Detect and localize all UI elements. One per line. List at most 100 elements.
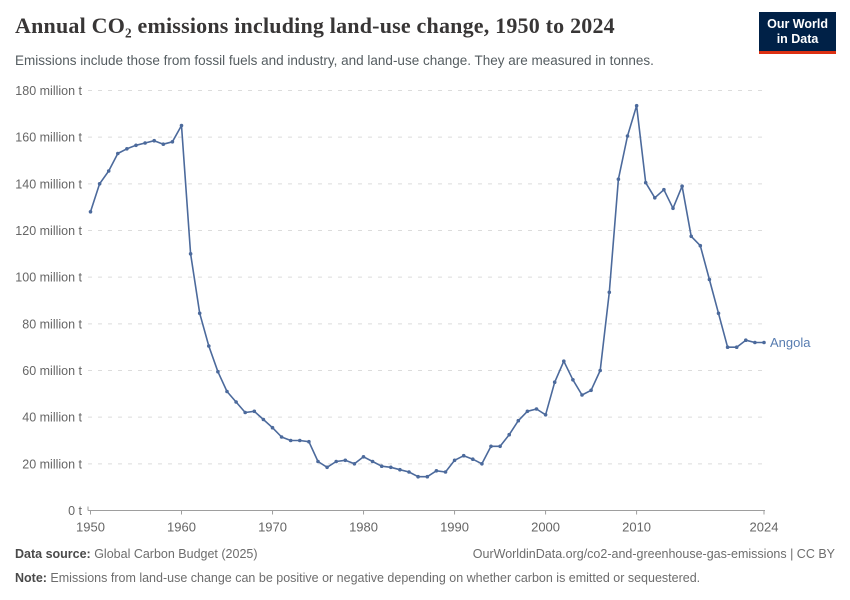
data-source-value: Global Carbon Budget (2025) [90, 547, 258, 561]
y-tick-label: 20 million t [22, 457, 82, 471]
data-point[interactable] [379, 464, 384, 469]
data-point[interactable] [188, 252, 193, 256]
x-tick-label: 2024 [750, 520, 779, 535]
data-point[interactable] [288, 438, 293, 443]
y-tick-label: 60 million t [22, 364, 82, 378]
data-point[interactable] [552, 380, 557, 385]
data-point[interactable] [234, 400, 238, 404]
series-label-angola[interactable]: Angola [770, 335, 811, 350]
data-point[interactable] [216, 369, 220, 374]
data-point[interactable] [725, 345, 730, 350]
chart-footer: Data source: Global Carbon Budget (2025)… [15, 547, 835, 586]
data-point[interactable] [662, 187, 666, 192]
data-point[interactable] [97, 182, 102, 186]
data-source-label: Data source: [15, 547, 91, 561]
data-point[interactable] [461, 453, 466, 458]
owid-logo[interactable]: Our World in Data [759, 12, 836, 54]
data-point[interactable] [434, 469, 439, 473]
data-point[interactable] [598, 368, 602, 373]
data-point[interactable] [307, 439, 311, 444]
data-point[interactable] [543, 413, 548, 417]
data-point[interactable] [134, 143, 138, 148]
data-point[interactable] [416, 474, 420, 479]
data-point[interactable] [152, 138, 156, 143]
data-point[interactable] [471, 457, 475, 462]
data-point[interactable] [261, 417, 266, 422]
data-point[interactable] [143, 141, 147, 145]
y-tick-label: 100 million t [15, 271, 82, 285]
owid-logo-line1: Our World [767, 17, 828, 31]
x-tick-label: 1960 [167, 520, 196, 535]
owid-logo-line2: in Data [776, 31, 819, 46]
data-point[interactable] [370, 459, 375, 464]
data-point[interactable] [571, 378, 575, 382]
data-point[interactable] [88, 210, 93, 214]
data-point[interactable] [698, 243, 703, 248]
y-tick-label: 40 million t [22, 411, 82, 425]
data-point[interactable] [116, 151, 120, 156]
data-point[interactable] [643, 180, 648, 185]
chart-subtitle: Emissions include those from fossil fuel… [15, 53, 654, 68]
line-series-angola[interactable] [89, 104, 765, 478]
data-point[interactable] [343, 458, 348, 463]
data-point[interactable] [507, 432, 512, 437]
data-point[interactable] [707, 277, 712, 282]
data-point[interactable] [734, 345, 739, 350]
data-point[interactable] [316, 459, 320, 464]
data-point[interactable] [125, 147, 129, 151]
data-point[interactable] [207, 344, 211, 348]
data-point[interactable] [625, 134, 630, 138]
data-point[interactable] [744, 338, 748, 343]
co2-line-chart: 0 t 20 million t 40 million t 60 million t 8… [15, 84, 811, 535]
data-point[interactable] [243, 410, 247, 415]
data-point[interactable] [489, 444, 493, 449]
data-point[interactable] [398, 467, 402, 472]
data-point[interactable] [443, 470, 448, 474]
y-tick-label: 120 million t [15, 224, 82, 238]
data-point[interactable] [197, 311, 202, 316]
data-point[interactable] [279, 435, 284, 439]
data-point[interactable] [325, 465, 329, 470]
data-point[interactable] [616, 177, 621, 181]
data-point[interactable] [516, 418, 521, 423]
data-point[interactable] [480, 462, 484, 466]
data-point[interactable] [298, 438, 302, 443]
data-point[interactable] [425, 474, 430, 479]
data-point[interactable] [361, 455, 366, 459]
data-point[interactable] [671, 206, 675, 211]
note-label: Note: [15, 570, 47, 585]
data-point[interactable] [680, 184, 684, 188]
note-row: Note: Emissions from land-use change can… [15, 571, 835, 587]
data-point[interactable] [653, 196, 657, 200]
data-point[interactable] [270, 425, 275, 430]
data-point[interactable] [161, 142, 166, 146]
x-tick-label: 1990 [440, 520, 469, 535]
data-point[interactable] [170, 140, 175, 144]
data-point[interactable] [689, 234, 693, 239]
y-gridlines [88, 90, 765, 465]
data-point[interactable] [389, 465, 393, 470]
data-point[interactable] [716, 311, 721, 316]
data-point[interactable] [407, 470, 411, 474]
data-source-text: Data source: Global Carbon Budget (2025) [15, 547, 258, 563]
data-point[interactable] [498, 444, 502, 449]
data-point[interactable] [753, 340, 757, 345]
data-point[interactable] [525, 409, 530, 414]
data-point[interactable] [452, 458, 457, 463]
data-point[interactable] [762, 340, 766, 345]
note-text: Emissions from land-use change can be po… [46, 570, 701, 585]
data-point[interactable] [589, 388, 593, 393]
data-point[interactable] [225, 389, 229, 394]
data-point[interactable] [252, 409, 257, 414]
data-point[interactable] [580, 393, 584, 397]
data-point[interactable] [179, 123, 184, 128]
data-point[interactable] [352, 462, 357, 466]
data-point[interactable] [106, 169, 111, 173]
attribution-url-text: OurWorldinData.org/co2-and-greenhouse-ga… [472, 547, 835, 561]
data-point[interactable] [334, 459, 339, 464]
data-point[interactable] [562, 359, 566, 364]
data-point[interactable] [534, 407, 539, 411]
data-point[interactable] [634, 103, 639, 108]
data-point[interactable] [607, 290, 612, 295]
